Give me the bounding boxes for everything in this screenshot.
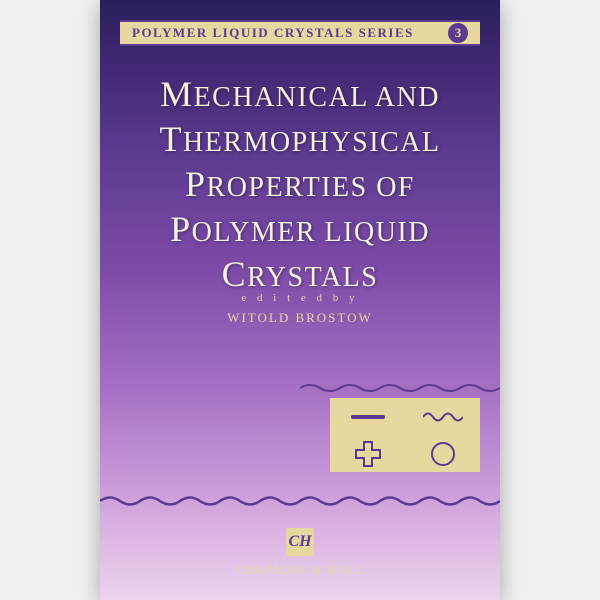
editor-name: WITOLD BROSTOW bbox=[100, 310, 500, 326]
series-label: POLYMER LIQUID CRYSTALS SERIES bbox=[132, 25, 414, 41]
publisher-block: CH CHAPMAN & HALL bbox=[100, 528, 500, 578]
title-line-2: THERMOPHYSICAL bbox=[130, 117, 470, 162]
publisher-logo: CH bbox=[286, 528, 314, 556]
wavy-line-top bbox=[300, 382, 500, 394]
title-line-5: CRYSTALS bbox=[130, 252, 470, 297]
wavy-line-bottom bbox=[100, 494, 500, 508]
diagram-row-top bbox=[330, 398, 480, 435]
symbol-plus bbox=[330, 435, 405, 472]
series-number-badge: 3 bbox=[448, 23, 468, 43]
symbol-circle bbox=[405, 435, 480, 472]
book-cover: POLYMER LIQUID CRYSTALS SERIES 3 MECHANI… bbox=[100, 0, 500, 600]
title-block: MECHANICAL AND THERMOPHYSICAL PROPERTIES… bbox=[130, 72, 470, 297]
publisher-name: CHAPMAN & HALL bbox=[100, 562, 500, 578]
title-line-4: POLYMER LIQUID bbox=[130, 207, 470, 252]
title-line-3: PROPERTIES OF bbox=[130, 162, 470, 207]
symbol-diagram bbox=[330, 398, 480, 472]
editor-block: e d i t e d b y WITOLD BROSTOW bbox=[100, 292, 500, 326]
symbol-wave bbox=[405, 398, 480, 435]
series-banner: POLYMER LIQUID CRYSTALS SERIES 3 bbox=[120, 20, 480, 46]
diagram-row-bottom bbox=[330, 435, 480, 472]
symbol-dash bbox=[330, 398, 405, 435]
title-line-1: MECHANICAL AND bbox=[130, 72, 470, 117]
edited-by-label: e d i t e d b y bbox=[100, 292, 500, 304]
